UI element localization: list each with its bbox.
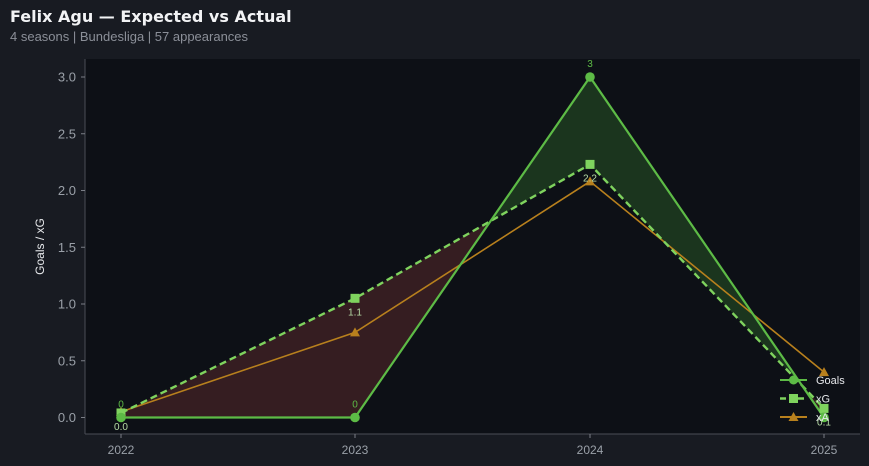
chart-title: Felix Agu — Expected vs Actual [10,7,292,26]
chart-subtitle: 4 seasons | Bundesliga | 57 appearances [10,29,249,44]
x-tick-label: 2024 [577,443,604,457]
data-label-xg: 2.2 [583,173,597,184]
point-xa [585,176,595,186]
x-tick-label: 2022 [108,443,135,457]
x-tick-label: 2025 [811,443,838,457]
data-label-xg: 1.1 [348,307,362,318]
legend-label-xa: xA [816,412,830,424]
legend-marker-xa [788,412,799,421]
legend: Goals xG xA [780,375,845,424]
series-line-xa [120,180,825,413]
point-goals [819,412,829,423]
y-tick-label: 1.0 [58,297,76,312]
x-tick-label: 2023 [342,443,369,457]
data-label-goals: 0 [118,400,124,411]
point-goals [116,412,126,423]
point-xa [819,367,829,377]
y-tick-label: 2.5 [58,126,76,141]
legend-label-goals: Goals [816,375,845,387]
data-label-goals: 0 [352,400,358,411]
y-tick-label: 0.0 [58,410,76,425]
legend-label-xg: xG [816,394,830,406]
legend-marker-xg [789,394,798,403]
y-tick-label: 3.0 [58,70,76,85]
series-line-goals [121,75,825,419]
point-xg [350,293,360,303]
data-label-xg: 0.1 [817,417,831,428]
y-tick-label: 0.5 [58,353,76,368]
point-goals [585,72,595,82]
data-label-goals: 3 [587,59,593,70]
point-goals [350,412,360,423]
chart-header: Felix Agu — Expected vs Actual 4 seasons… [10,6,292,46]
fill-under-performance [121,298,355,418]
data-label-xg: 0.0 [114,422,128,433]
point-xa [350,327,360,337]
y-axis-label: Goals / xG [33,218,47,275]
point-xg [585,159,595,169]
y-tick-label: 2.0 [58,183,76,198]
point-xg [819,403,829,413]
y-tick-label: 1.5 [58,240,76,255]
legend-marker-goals [789,375,798,385]
